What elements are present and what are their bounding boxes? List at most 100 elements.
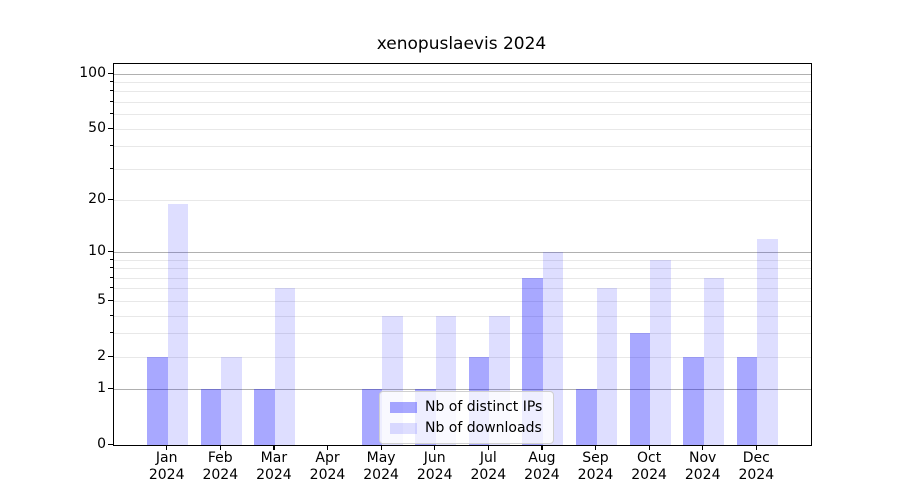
plot-area: Nb of distinct IPs Nb of downloads [113, 63, 812, 446]
x-tick-year: 2024 [363, 467, 399, 483]
gridline-minor [114, 315, 811, 317]
y-tick-label: 5 [97, 291, 106, 308]
bar-distinct-ips [683, 356, 704, 445]
bar-distinct-ips [629, 333, 651, 445]
y-tick-mark [108, 388, 113, 390]
legend: Nb of distinct IPs Nb of downloads [379, 391, 555, 444]
x-tick-year: 2024 [148, 467, 185, 483]
bar-downloads [757, 238, 778, 445]
gridline-major [114, 73, 811, 75]
legend-label-distinct-ips: Nb of distinct IPs [425, 399, 543, 415]
gridline-minor [114, 200, 811, 202]
chart-title: xenopuslaevis 2024 [376, 34, 547, 54]
gridline-layer [114, 64, 811, 445]
x-tick-year: 2024 [256, 467, 292, 483]
y-minor-tick-mark [110, 199, 113, 201]
x-tick-label: Jan 2024 [137, 450, 197, 484]
y-minor-tick-mark [110, 267, 113, 269]
gridline-minor [114, 268, 811, 270]
y-minor-tick-mark [110, 127, 113, 129]
x-tick-label: Jun 2024 [405, 450, 465, 484]
x-tick-mark [434, 445, 436, 450]
x-tick-label: Apr 2024 [298, 450, 358, 484]
bar-downloads [274, 288, 296, 445]
x-tick-label: May 2024 [351, 450, 411, 484]
x-tick-label: Mar 2024 [244, 450, 304, 484]
x-tick-label: Sep 2024 [566, 450, 626, 484]
gridline-minor [114, 333, 811, 335]
x-tick-year: 2024 [631, 467, 667, 483]
y-minor-tick-mark [110, 332, 113, 334]
x-tick-year: 2024 [470, 467, 507, 483]
legend-swatch-distinct-ips [390, 401, 417, 413]
gridline-minor [114, 102, 811, 104]
y-minor-tick-mark [110, 145, 113, 147]
bar-distinct-ips [736, 356, 758, 445]
x-tick-year: 2024 [684, 467, 721, 483]
y-minor-tick-mark [110, 113, 113, 115]
y-minor-tick-mark [110, 287, 113, 289]
gridline-minor [114, 168, 811, 170]
y-minor-tick-mark [110, 101, 113, 103]
x-tick-mark [166, 445, 168, 450]
y-tick-label: 50 [88, 119, 106, 136]
bar-distinct-ips [200, 389, 222, 445]
y-tick-label: 0 [97, 436, 106, 452]
bar-distinct-ips [361, 389, 383, 445]
legend-label-downloads: Nb of downloads [425, 420, 542, 436]
x-tick-month: May [366, 450, 396, 466]
x-tick-month: Nov [689, 450, 717, 466]
x-tick-month: Jul [479, 450, 497, 466]
y-tick-mark [108, 251, 113, 253]
y-minor-tick-mark [110, 258, 113, 260]
x-tick-label: Nov 2024 [673, 450, 733, 484]
x-tick-month: Apr [315, 450, 340, 466]
x-tick-month: Mar [260, 450, 288, 466]
bar-distinct-ips [254, 389, 275, 445]
x-tick-mark [595, 445, 597, 450]
x-tick-label: Jul 2024 [458, 450, 518, 484]
x-tick-year: 2024 [524, 467, 560, 483]
bar-downloads [650, 259, 671, 445]
y-minor-tick-mark [110, 314, 113, 316]
bar-distinct-ips [147, 356, 168, 445]
y-minor-tick-mark [110, 299, 113, 301]
x-tick-mark [273, 445, 275, 450]
gridline-minor [114, 288, 811, 290]
legend-item-downloads: Nb of downloads [390, 420, 542, 436]
y-tick-label: 20 [88, 191, 106, 208]
x-tick-mark [702, 445, 704, 450]
bar-downloads [167, 204, 189, 445]
bar-downloads [221, 356, 242, 445]
x-tick-month: Dec [742, 450, 770, 466]
gridline-minor [114, 277, 811, 279]
bar-distinct-ips [576, 389, 597, 445]
gridline-minor [114, 146, 811, 148]
x-tick-month: Jan [155, 450, 178, 466]
x-tick-mark [541, 445, 543, 450]
y-minor-tick-mark [110, 355, 113, 357]
x-tick-year: 2024 [738, 467, 775, 483]
y-tick-label: 10 [88, 243, 106, 260]
x-tick-mark [219, 445, 221, 450]
y-tick-label: 1 [97, 380, 106, 397]
x-tick-mark [487, 445, 489, 450]
legend-item-distinct-ips: Nb of distinct IPs [390, 399, 542, 415]
x-tick-month: Aug [528, 450, 556, 466]
x-tick-month: Jun [423, 450, 446, 466]
x-tick-month: Sep [582, 450, 609, 466]
x-tick-year: 2024 [416, 467, 453, 483]
gridline-major [114, 389, 811, 391]
gridline-minor [114, 128, 811, 130]
x-tick-month: Feb [207, 450, 233, 466]
bar-layer [114, 64, 811, 445]
y-tick-label: 100 [79, 64, 106, 81]
x-tick-year: 2024 [309, 467, 346, 483]
y-minor-tick-mark [110, 167, 113, 169]
gridline-minor [114, 114, 811, 116]
x-tick-label: Feb 2024 [190, 450, 250, 484]
x-tick-mark [648, 445, 650, 450]
y-tick-mark [108, 444, 113, 446]
y-tick-mark [108, 72, 113, 74]
